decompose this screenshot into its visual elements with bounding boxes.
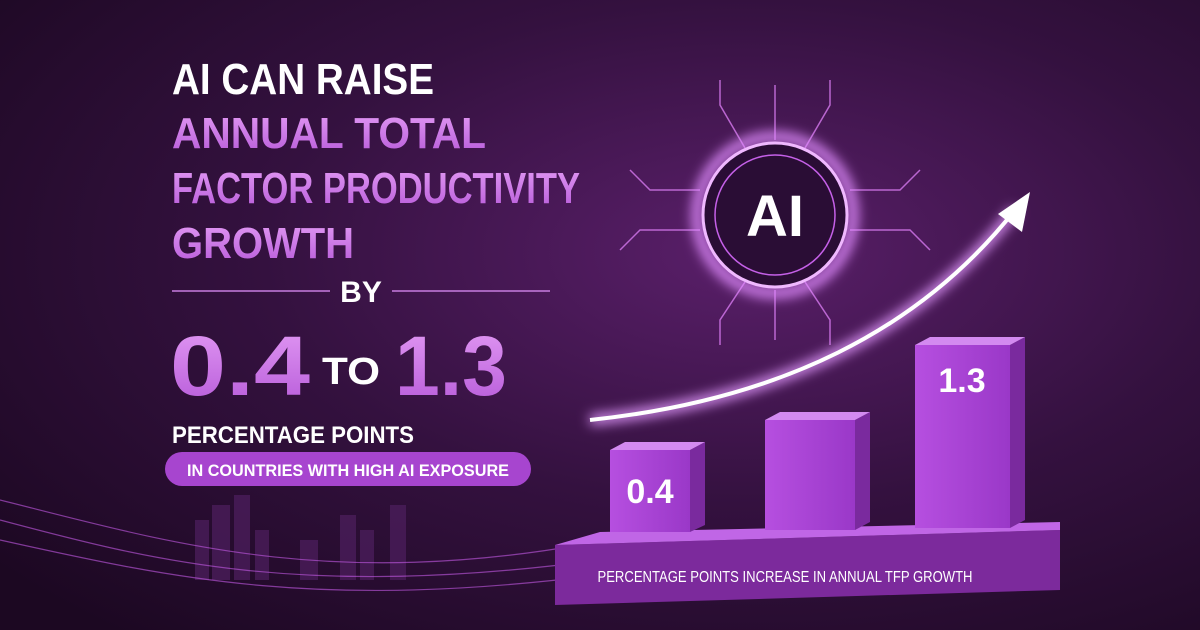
icon-ring (714, 154, 836, 276)
waves (0, 499, 601, 592)
bar-top (765, 412, 870, 420)
bars-caption: PERCENTAGE POINTS INCREASE IN ANNUAL TFP… (598, 569, 973, 586)
qualifier-pill (165, 452, 531, 486)
range-high: 1.3 (395, 319, 507, 413)
bar (915, 345, 1010, 528)
range-low: 0.4 (170, 319, 310, 413)
range-to: TO (322, 351, 380, 393)
icon-glow (692, 132, 858, 298)
icon-ring (701, 141, 849, 289)
bar-top (915, 337, 1025, 345)
bar-side (855, 412, 870, 530)
unit: PERCENTAGE POINTS (172, 422, 414, 449)
bar-top (610, 442, 705, 450)
bar-side (1010, 337, 1025, 528)
qualifier: IN COUNTRIES WITH HIGH AI EXPOSURE (187, 461, 509, 480)
bar-label: 0.4 (626, 473, 673, 511)
headline-line: AI CAN RAISE (172, 55, 434, 104)
icon-label: AI (746, 184, 804, 249)
bar (765, 420, 855, 530)
bar-label: 1.3 (938, 362, 985, 400)
headline-line: ANNUAL TOTAL (172, 109, 486, 158)
bar-side (690, 442, 705, 532)
headline-line: GROWTH (172, 219, 354, 268)
platform (555, 530, 1060, 605)
connector: BY (340, 276, 382, 309)
arrowhead (998, 192, 1030, 232)
headline-line: FACTOR PRODUCTIVITY (172, 164, 580, 213)
bar (610, 450, 690, 532)
circuit-lines (619, 80, 931, 345)
arrow (589, 208, 1017, 422)
